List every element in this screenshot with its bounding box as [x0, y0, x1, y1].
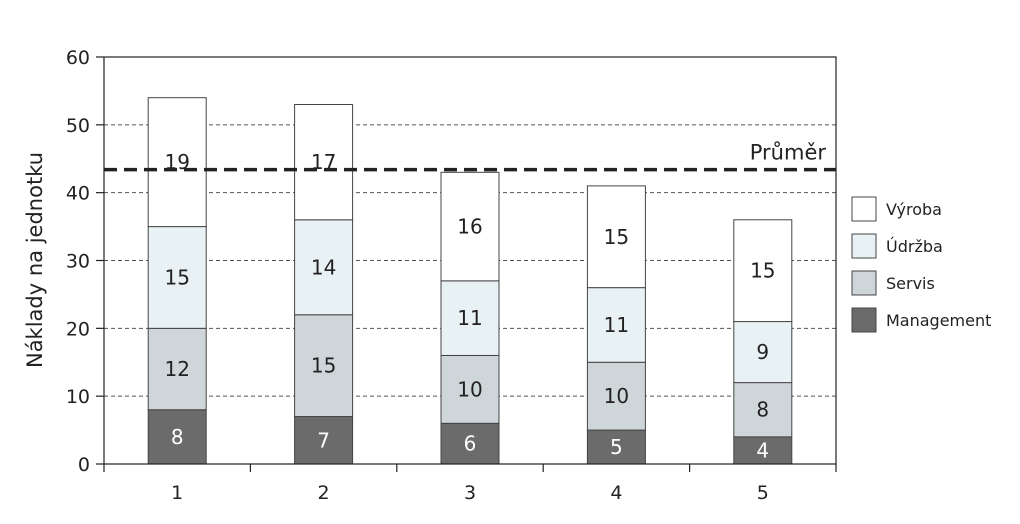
bar-segment	[733, 382, 793, 438]
bar-segment	[733, 321, 793, 384]
legend-label: Servis	[886, 274, 935, 293]
bar-segment	[147, 409, 207, 465]
legend-swatch	[851, 233, 877, 259]
y-axis-label: Náklady na jednotku	[23, 152, 47, 368]
data-label: 12	[164, 357, 189, 381]
data-label: 14	[311, 255, 336, 279]
bar-segment	[586, 429, 646, 465]
data-label: 16	[457, 215, 482, 239]
y-tick-label: 30	[66, 251, 90, 273]
y-tick-label: 50	[66, 115, 90, 137]
legend-swatch	[851, 196, 877, 222]
data-label: 8	[171, 425, 184, 449]
data-label: 8	[756, 398, 769, 422]
y-tick-label: 20	[66, 318, 90, 340]
average-line-label: Průměr	[750, 141, 827, 165]
bar-segment	[440, 171, 500, 282]
average-line-group: Průměr	[104, 141, 836, 172]
data-label: 15	[604, 225, 629, 249]
x-tick-label: 1	[171, 482, 183, 504]
y-tick-label: 60	[66, 47, 90, 69]
legend-label: Management	[886, 311, 991, 330]
data-label: 15	[750, 259, 775, 283]
legend-label: Údržba	[886, 237, 943, 256]
data-label: 6	[464, 432, 477, 456]
y-tick-label: 0	[78, 454, 90, 476]
data-label: 10	[604, 384, 629, 408]
bar-segment	[733, 219, 793, 323]
legend-swatch	[851, 307, 877, 333]
legend: Výroba Údržba Servis Management	[851, 196, 991, 333]
y-tick-label: 10	[66, 386, 90, 408]
bar-segment	[294, 416, 354, 465]
bar-segment	[586, 287, 646, 363]
data-label: 15	[164, 265, 189, 289]
bar-segment	[440, 354, 500, 424]
data-label: 10	[457, 377, 482, 401]
bar-segment	[440, 280, 500, 356]
y-tick-label: 40	[66, 183, 90, 205]
x-tick-label: 5	[757, 482, 769, 504]
legend-label: Výroba	[886, 200, 942, 219]
data-label: 15	[311, 354, 336, 378]
data-label: 7	[317, 428, 330, 452]
x-tick-label: 4	[610, 482, 622, 504]
data-label: 11	[604, 313, 629, 337]
data-label: 9	[756, 340, 769, 364]
legend-swatch	[851, 270, 877, 296]
x-tick-label: 2	[318, 482, 330, 504]
data-label: 5	[610, 435, 623, 459]
bar-segment	[294, 103, 354, 221]
bar-segment	[147, 327, 207, 411]
bar-segment	[147, 97, 207, 228]
x-tick-label: 3	[464, 482, 476, 504]
data-label: 11	[457, 306, 482, 330]
data-label: 4	[756, 438, 769, 462]
bar-segment	[586, 185, 646, 289]
